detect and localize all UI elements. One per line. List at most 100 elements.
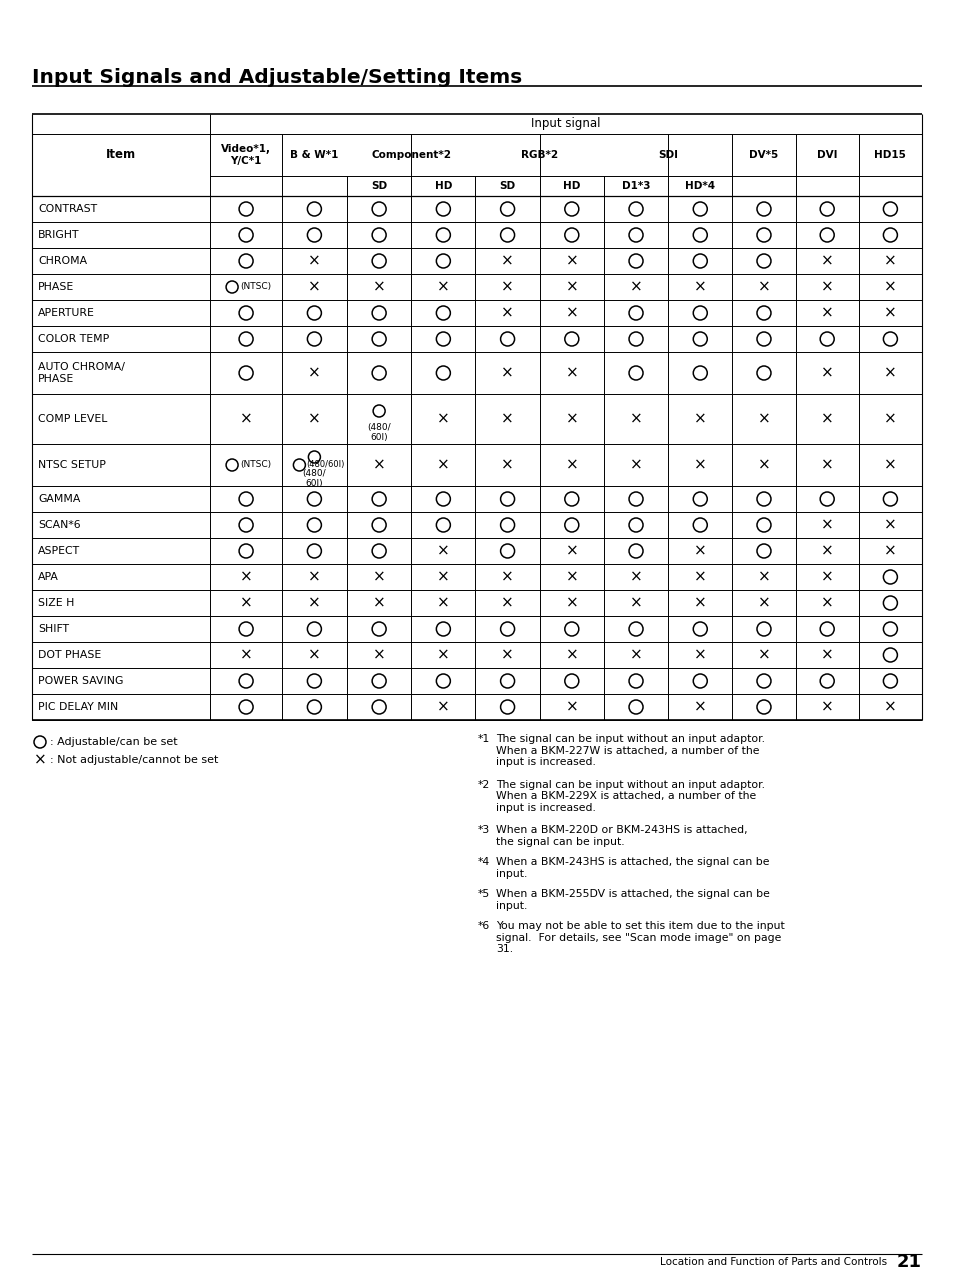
Text: ×: × <box>820 517 833 533</box>
Text: HD15: HD15 <box>874 150 905 161</box>
Text: ×: × <box>693 279 706 294</box>
Text: *1: *1 <box>477 734 490 744</box>
Text: *2: *2 <box>477 780 490 790</box>
Text: ×: × <box>757 647 770 662</box>
Text: 21: 21 <box>896 1254 921 1271</box>
Text: ×: × <box>883 457 896 473</box>
Text: ×: × <box>436 699 449 715</box>
Text: ×: × <box>693 544 706 558</box>
Text: ×: × <box>883 699 896 715</box>
Text: : Adjustable/can be set: : Adjustable/can be set <box>50 736 177 747</box>
Text: ×: × <box>373 457 385 473</box>
Text: ×: × <box>757 412 770 427</box>
Text: ×: × <box>693 412 706 427</box>
Text: ×: × <box>500 306 514 321</box>
Text: ×: × <box>565 569 578 585</box>
Text: SIZE H: SIZE H <box>38 598 74 608</box>
Text: ×: × <box>239 569 253 585</box>
Text: ×: × <box>500 254 514 269</box>
Text: ×: × <box>757 569 770 585</box>
Text: SDI: SDI <box>658 150 678 161</box>
Text: DV*5: DV*5 <box>748 150 778 161</box>
Text: ×: × <box>629 569 641 585</box>
Text: ×: × <box>693 569 706 585</box>
Text: ×: × <box>308 595 320 610</box>
Text: APERTURE: APERTURE <box>38 308 94 318</box>
Text: PIC DELAY MIN: PIC DELAY MIN <box>38 702 118 712</box>
Text: ×: × <box>820 569 833 585</box>
Text: ×: × <box>436 279 449 294</box>
Text: (480/
60I): (480/ 60I) <box>302 469 326 488</box>
Text: APA: APA <box>38 572 59 582</box>
Text: ×: × <box>820 279 833 294</box>
Text: ×: × <box>436 412 449 427</box>
Text: ×: × <box>883 306 896 321</box>
Text: ×: × <box>239 595 253 610</box>
Text: GAMMA: GAMMA <box>38 494 80 505</box>
Text: ×: × <box>308 569 320 585</box>
Text: ×: × <box>373 595 385 610</box>
Text: ×: × <box>883 544 896 558</box>
Text: The signal can be input without an input adaptor.
When a BKM-229X is attached, a: The signal can be input without an input… <box>496 780 764 813</box>
Text: ×: × <box>820 366 833 381</box>
Text: When a BKM-243HS is attached, the signal can be
input.: When a BKM-243HS is attached, the signal… <box>496 857 769 879</box>
Text: Input signal: Input signal <box>531 117 600 130</box>
Text: ×: × <box>500 366 514 381</box>
Text: ×: × <box>500 457 514 473</box>
Text: When a BKM-255DV is attached, the signal can be
input.: When a BKM-255DV is attached, the signal… <box>496 889 769 911</box>
Text: ×: × <box>883 279 896 294</box>
Text: ×: × <box>629 595 641 610</box>
Text: *3: *3 <box>477 826 490 834</box>
Text: ×: × <box>500 279 514 294</box>
Text: ×: × <box>757 279 770 294</box>
Text: Input Signals and Adjustable/Setting Items: Input Signals and Adjustable/Setting Ite… <box>32 68 521 87</box>
Text: ×: × <box>500 595 514 610</box>
Text: ×: × <box>565 412 578 427</box>
Text: ×: × <box>883 254 896 269</box>
Text: SHIFT: SHIFT <box>38 624 69 634</box>
Text: ×: × <box>500 647 514 662</box>
Text: ×: × <box>629 412 641 427</box>
Text: D1*3: D1*3 <box>621 181 650 191</box>
Text: ×: × <box>373 279 385 294</box>
Text: ASPECT: ASPECT <box>38 547 80 555</box>
Text: ×: × <box>629 457 641 473</box>
Text: *6: *6 <box>477 921 490 931</box>
Text: NTSC SETUP: NTSC SETUP <box>38 460 106 470</box>
Text: ×: × <box>693 647 706 662</box>
Text: HD: HD <box>435 181 452 191</box>
Text: Video*1,
Y/C*1: Video*1, Y/C*1 <box>221 144 271 166</box>
Text: ×: × <box>820 699 833 715</box>
Text: SD: SD <box>371 181 387 191</box>
Text: The signal can be input without an input adaptor.
When a BKM-227W is attached, a: The signal can be input without an input… <box>496 734 764 767</box>
Text: ×: × <box>239 412 253 427</box>
Text: B & W*1: B & W*1 <box>290 150 338 161</box>
Text: Location and Function of Parts and Controls: Location and Function of Parts and Contr… <box>659 1257 886 1268</box>
Text: SCAN*6: SCAN*6 <box>38 520 81 530</box>
Text: HD*4: HD*4 <box>684 181 715 191</box>
Text: ×: × <box>373 647 385 662</box>
Text: ×: × <box>820 595 833 610</box>
Text: ×: × <box>436 569 449 585</box>
Text: SD: SD <box>499 181 516 191</box>
Text: ×: × <box>565 306 578 321</box>
Text: ×: × <box>565 279 578 294</box>
Text: ×: × <box>565 254 578 269</box>
Text: ×: × <box>565 699 578 715</box>
Text: HD: HD <box>562 181 579 191</box>
Text: ×: × <box>308 279 320 294</box>
Text: ×: × <box>308 412 320 427</box>
Text: ×: × <box>436 647 449 662</box>
Text: ×: × <box>308 647 320 662</box>
Text: (480/
60I): (480/ 60I) <box>367 423 391 442</box>
Text: ×: × <box>436 544 449 558</box>
Text: BRIGHT: BRIGHT <box>38 231 79 240</box>
Text: ×: × <box>565 366 578 381</box>
Text: ×: × <box>629 279 641 294</box>
Text: ×: × <box>757 457 770 473</box>
Text: ×: × <box>565 457 578 473</box>
Text: ×: × <box>693 595 706 610</box>
Text: ×: × <box>308 366 320 381</box>
Text: ×: × <box>436 457 449 473</box>
Text: ×: × <box>373 569 385 585</box>
